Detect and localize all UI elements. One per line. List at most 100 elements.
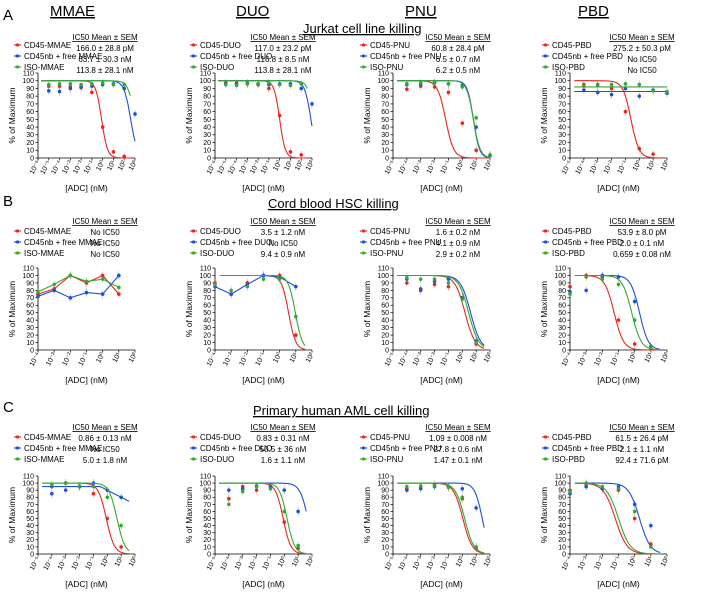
fit-curve-A2-0 bbox=[218, 80, 308, 159]
y-tick-label-B2-30: 30 bbox=[203, 325, 211, 332]
legend-marker-B1-1 bbox=[15, 240, 20, 244]
y-tick-label-A4-40: 40 bbox=[558, 124, 566, 131]
series-A3-1 bbox=[397, 78, 492, 160]
x-axis-label-C2: [ADC] (nM) bbox=[242, 579, 285, 589]
legend-marker-C4-1 bbox=[543, 446, 548, 450]
y-tick-label-A2-50: 50 bbox=[203, 117, 211, 124]
y-tick-label-B4-20: 20 bbox=[558, 332, 566, 339]
x-tick-label-B2-2: 10² bbox=[305, 351, 316, 364]
x-tick-label-A3-1: 10¹ bbox=[469, 159, 480, 172]
x-tick-label-B4--1: 10⁻¹ bbox=[610, 351, 623, 367]
y-tick-label-C1-30: 30 bbox=[26, 530, 34, 537]
data-point-B4-2-0 bbox=[568, 292, 572, 296]
data-point-B4-2-2 bbox=[600, 277, 605, 281]
ic50-value-C2-2: 1.6 ± 1.1 nM bbox=[261, 456, 306, 465]
y-tick-label-A2-80: 80 bbox=[203, 94, 211, 101]
y-tick-label-B4-50: 50 bbox=[558, 310, 566, 317]
x-tick-label-C2-2: 10² bbox=[305, 555, 316, 568]
data-point-B2-2-3 bbox=[261, 277, 266, 281]
y-tick-label-A3-80: 80 bbox=[381, 94, 389, 101]
fit-curve-B3-0 bbox=[397, 274, 485, 349]
y-tick-label-A2-70: 70 bbox=[203, 101, 211, 108]
y-tick-label-A4-70: 70 bbox=[558, 101, 566, 108]
y-tick-label-A1-20: 20 bbox=[26, 140, 34, 147]
y-tick-label-C2-0: 0 bbox=[207, 551, 211, 558]
x-tick-label-A2-3: 10³ bbox=[305, 159, 316, 172]
data-point-A4-2-3 bbox=[623, 82, 628, 86]
data-point-C1-0-4 bbox=[105, 516, 110, 521]
chart-C3: CD45-PNU CD45nb + free PNU ISO-PNU IC50 Mea… bbox=[360, 423, 494, 589]
data-point-A2-2-1 bbox=[234, 83, 239, 88]
data-point-B2-1-5 bbox=[294, 284, 298, 289]
data-point-A1-0-6 bbox=[111, 150, 116, 154]
series-C2-1 bbox=[219, 481, 307, 516]
x-tick-label-A2-1: 10¹ bbox=[283, 159, 294, 172]
ic50-header-B3: IC50 Mean ± SEM bbox=[425, 217, 491, 226]
y-tick-label-C3-20: 20 bbox=[381, 537, 389, 544]
y-tick-label-B2-60: 60 bbox=[203, 303, 211, 310]
data-point-A1-2-6 bbox=[111, 82, 116, 87]
fit-curve-B2-2 bbox=[219, 274, 306, 346]
data-point-B3-2-1 bbox=[418, 277, 423, 281]
ic50-header-C3: IC50 Mean ± SEM bbox=[425, 423, 491, 432]
y-tick-label-C3-90: 90 bbox=[381, 488, 389, 495]
x-tick-label-C4--3: 10⁻³ bbox=[577, 555, 590, 571]
fit-curve-B4-1 bbox=[574, 274, 661, 350]
y-tick-label-B1-100: 100 bbox=[22, 273, 34, 280]
chart-panels: CD45-MMAE CD45nb + free MMAE ISO-MMAE IC50 … bbox=[7, 33, 675, 589]
legend-marker-A1-0 bbox=[15, 43, 20, 47]
legend-marker-A4-0 bbox=[543, 43, 548, 47]
series-A2-1 bbox=[218, 79, 314, 127]
data-point-A2-0-6 bbox=[288, 150, 293, 154]
data-point-B3-2-5 bbox=[474, 340, 478, 345]
fit-curve-C3-2 bbox=[397, 482, 485, 554]
chart-C1: CD45-MMAE CD45nb + free MMAE ISO-MMAE IC50 … bbox=[7, 423, 139, 589]
fit-curve-B3-1 bbox=[397, 274, 485, 346]
data-point-B1-1-0 bbox=[36, 294, 40, 299]
y-tick-label-B2-70: 70 bbox=[203, 295, 211, 302]
data-point-C2-1-4 bbox=[282, 488, 287, 492]
x-tick-label-C2--3: 10⁻³ bbox=[234, 555, 247, 571]
ic50-header-C4: IC50 Mean ± SEM bbox=[609, 423, 675, 432]
ic50-header-C1: IC50 Mean ± SEM bbox=[72, 423, 138, 432]
legend-label-C1-2: ISO-MMAE bbox=[24, 455, 64, 464]
y-tick-label-C2-70: 70 bbox=[203, 502, 211, 509]
x-tick-label-B2-1: 10¹ bbox=[289, 351, 300, 364]
x-tick-label-B1--2: 10⁻² bbox=[61, 351, 74, 367]
data-point-A2-2-0 bbox=[223, 82, 228, 87]
chart-B1: CD45-MMAE CD45nb + free MMAE ISO-MMAE IC50 … bbox=[7, 217, 139, 385]
data-point-C1-0-5 bbox=[119, 545, 123, 549]
y-tick-label-B1-60: 60 bbox=[26, 303, 34, 310]
y-tick-label-C4-100: 100 bbox=[554, 480, 566, 487]
data-point-B2-2-4 bbox=[277, 277, 282, 281]
data-point-C3-2-5 bbox=[474, 545, 478, 549]
data-point-B2-2-2 bbox=[245, 284, 250, 289]
y-tick-label-A3-20: 20 bbox=[381, 140, 389, 147]
data-point-A4-2-2 bbox=[609, 82, 614, 87]
data-point-A3-0-0 bbox=[405, 87, 409, 92]
ic50-value-C4-2: 92.4 ± 71.6 pM bbox=[615, 456, 669, 465]
series-C1-1 bbox=[42, 479, 130, 502]
data-point-C1-2-0 bbox=[50, 482, 54, 487]
y-tick-label-B3-70: 70 bbox=[381, 295, 389, 302]
x-tick-label-C1-0: 10⁰ bbox=[99, 555, 111, 568]
x-tick-label-C1--2: 10⁻² bbox=[71, 555, 84, 571]
series-C3-2 bbox=[397, 481, 485, 554]
x-tick-label-A2--4: 10⁻⁴ bbox=[227, 160, 240, 176]
data-point-C2-1-5 bbox=[296, 509, 300, 514]
data-point-B4-2-4 bbox=[632, 318, 637, 322]
y-tick-label-B3-50: 50 bbox=[381, 310, 389, 317]
x-tick-label-C3--3: 10⁻³ bbox=[412, 555, 425, 571]
y-tick-label-C3-100: 100 bbox=[377, 480, 389, 487]
data-point-A3-2-0 bbox=[405, 82, 409, 86]
legend-label-A4-1: CD45nb + free PBD bbox=[552, 52, 623, 61]
legend-label-A3-2: ISO-PNU bbox=[370, 63, 404, 72]
x-tick-label-C2-0: 10⁰ bbox=[276, 555, 288, 568]
y-axis-label-C4: % of Maximum bbox=[539, 487, 549, 543]
data-point-C2-2-3 bbox=[268, 486, 273, 491]
data-point-C3-2-3 bbox=[446, 485, 451, 490]
y-tick-label-A4-10: 10 bbox=[558, 148, 566, 155]
ic50-value-A4-2: No IC50 bbox=[627, 66, 657, 75]
x-tick-label-A1-3: 10³ bbox=[128, 159, 139, 172]
ic50-value-A1-1: 63.7 ± 30.3 nM bbox=[78, 55, 132, 64]
